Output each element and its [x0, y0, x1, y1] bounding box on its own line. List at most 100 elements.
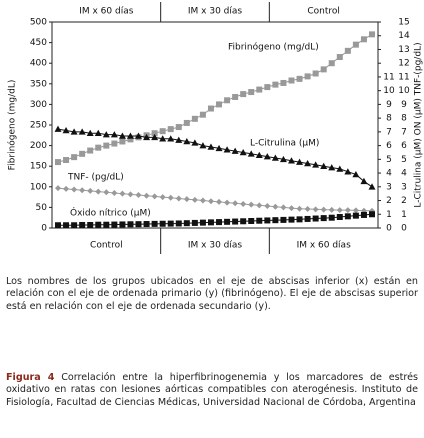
y3-tick-label: 7	[386, 127, 392, 137]
y3-tick-label: 2	[386, 196, 392, 206]
marker	[207, 143, 215, 150]
marker	[159, 220, 166, 227]
marker	[167, 126, 174, 133]
marker	[256, 86, 263, 93]
marker	[55, 185, 61, 192]
top-group-label: Control	[307, 7, 340, 17]
marker	[119, 221, 126, 228]
marker	[79, 187, 86, 194]
marker	[272, 81, 279, 88]
marker	[256, 217, 263, 224]
marker	[287, 157, 295, 164]
y2-tick-label: 14	[398, 31, 410, 41]
marker	[312, 70, 319, 77]
marker	[304, 215, 311, 222]
marker	[62, 126, 70, 134]
marker	[207, 105, 214, 112]
plot-frame	[51, 21, 379, 229]
marker	[352, 41, 359, 48]
y-tick-label: 100	[30, 182, 47, 192]
marker	[159, 128, 166, 135]
marker	[264, 217, 271, 224]
marker	[103, 142, 110, 149]
marker	[352, 207, 359, 214]
marker	[199, 219, 206, 226]
marker	[167, 135, 175, 142]
marker	[199, 111, 206, 118]
marker	[143, 192, 150, 199]
marker	[78, 128, 86, 135]
marker	[279, 155, 287, 163]
chart: Fibrinógeno (mg/dL) L-Citrulina (µM) ON …	[7, 2, 424, 254]
y-tick-label: 450	[30, 38, 47, 48]
marker	[232, 218, 239, 225]
marker	[288, 77, 295, 84]
marker	[183, 137, 191, 145]
y2-tick-label: 1	[401, 210, 407, 220]
marker	[320, 206, 327, 213]
y-tick-label: 150	[30, 162, 47, 172]
series-line	[57, 33, 373, 163]
y2-tick-label: 8	[401, 114, 407, 124]
marker	[272, 203, 279, 210]
marker	[63, 222, 70, 229]
y2-tick-label: 0	[401, 224, 407, 234]
y3-tick-label: 1	[386, 210, 392, 220]
marker	[304, 73, 311, 80]
marker	[86, 129, 94, 137]
caption: Figura 4 Correlación entre la hiperfibri…	[6, 372, 418, 409]
marker	[344, 207, 351, 214]
marker	[151, 193, 158, 200]
y-tick-label: 350	[30, 79, 47, 89]
y3-tick-label: 10	[383, 86, 395, 96]
y2-tick-label: 6	[401, 141, 407, 151]
marker	[336, 214, 343, 221]
marker	[191, 115, 198, 122]
marker	[232, 200, 239, 207]
marker	[79, 150, 86, 157]
marker	[159, 194, 166, 201]
marker	[352, 212, 359, 219]
marker	[87, 147, 94, 154]
marker	[263, 153, 271, 160]
marker	[264, 84, 271, 91]
marker	[175, 195, 182, 202]
series-label: Fibrinógeno (mg/dL)	[228, 42, 319, 53]
marker	[151, 130, 158, 137]
marker	[55, 222, 61, 229]
marker	[344, 168, 352, 175]
marker	[71, 222, 78, 229]
y-axis-title: Fibrinógeno (mg/dL)	[7, 80, 18, 171]
marker	[288, 205, 295, 212]
marker	[103, 189, 110, 196]
bottom-group-label: IM x 60 días	[297, 241, 352, 251]
marker	[216, 198, 223, 205]
marker	[159, 135, 167, 142]
series-line	[57, 187, 373, 212]
marker	[71, 186, 78, 193]
marker	[135, 192, 142, 199]
marker	[103, 221, 110, 228]
series-label: TNF- (pg/dL)	[67, 173, 124, 183]
marker	[71, 154, 78, 161]
marker	[151, 220, 158, 227]
marker	[304, 206, 311, 213]
marker	[151, 133, 159, 141]
marker	[126, 132, 134, 139]
marker	[264, 203, 271, 210]
marker	[312, 161, 320, 168]
marker	[239, 148, 247, 156]
marker	[127, 221, 134, 228]
marker	[272, 217, 279, 224]
marker	[288, 216, 295, 223]
marker	[119, 138, 126, 145]
marker	[320, 162, 328, 169]
marker	[336, 54, 343, 61]
bottom-group-label: IM x 30 días	[188, 241, 243, 251]
marker	[87, 187, 94, 194]
marker	[63, 157, 70, 164]
top-group-label: IM x 60 días	[79, 7, 134, 17]
marker	[312, 215, 319, 222]
series-line	[57, 128, 373, 188]
marker	[368, 183, 376, 190]
